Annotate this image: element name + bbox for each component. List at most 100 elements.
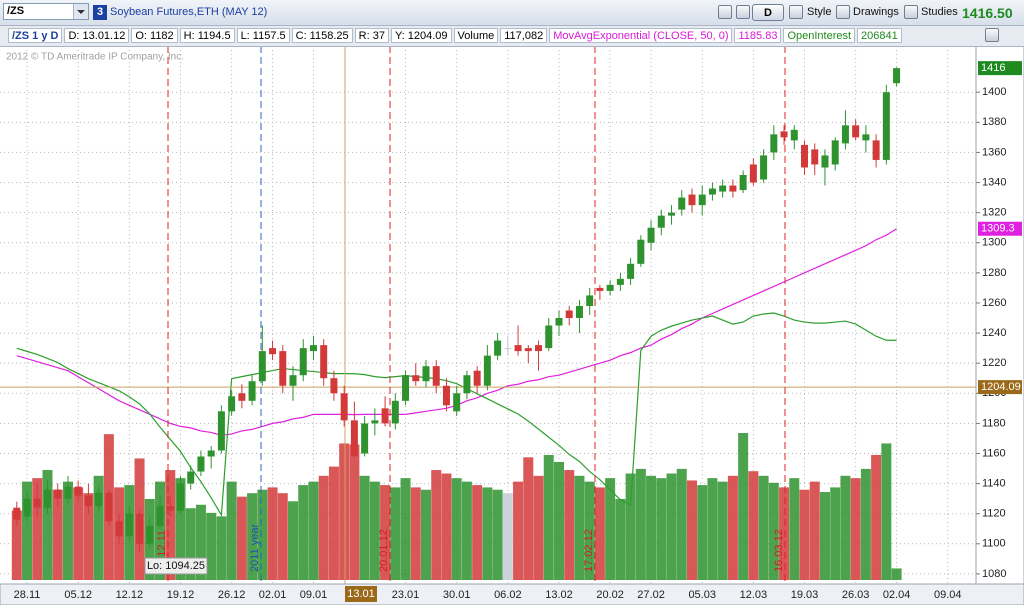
candle-body: [43, 489, 51, 508]
y-tick-label: 1260: [982, 297, 1006, 309]
candle-body: [739, 175, 747, 191]
info-symbol: /ZS 1 y D: [8, 28, 63, 43]
volume-bar: [676, 468, 687, 580]
volume-bar: [605, 478, 616, 580]
volume-bar: [83, 493, 94, 580]
x-tick-label: 05.12: [64, 589, 92, 601]
candle-body: [698, 194, 706, 206]
icon[interactable]: [985, 28, 999, 42]
info-ema: 1185.83: [734, 28, 782, 43]
volume-bar: [308, 481, 319, 580]
candle-body: [74, 486, 82, 496]
candle-body: [831, 140, 839, 165]
candle-body: [657, 215, 665, 228]
info-volume: 117,082: [500, 28, 548, 43]
candle-body: [483, 355, 491, 386]
candle-body: [64, 486, 72, 499]
candle-body: [156, 506, 164, 526]
candle-body: [627, 263, 635, 279]
candle-body: [136, 513, 144, 544]
volume-bar: [523, 457, 534, 580]
volume-bar: [339, 443, 350, 580]
volume-bar: [779, 487, 790, 580]
candle-body: [841, 125, 849, 144]
cursor-marker-box: [978, 380, 1022, 395]
candle-body: [361, 423, 369, 454]
dropdown[interactable]: [73, 4, 88, 19]
volume-bar: [328, 466, 339, 580]
volume-bar: [635, 468, 646, 580]
last-price: 1416.50: [962, 5, 1013, 21]
volume-bar: [410, 487, 421, 580]
volume-bar: [625, 473, 636, 580]
volume-bar: [738, 433, 749, 580]
y-tick-label: 1360: [982, 146, 1006, 158]
volume-bar: [42, 470, 53, 580]
volume-bar: [686, 480, 697, 580]
volume-bar: [789, 478, 800, 580]
volume-bar: [482, 487, 493, 580]
description: Soybean Futures,ETH (MAY 12): [110, 6, 268, 18]
icon[interactable]: [904, 5, 918, 19]
cursor-date-box: [345, 586, 377, 602]
icon[interactable]: [836, 5, 850, 19]
volume-bar: [850, 478, 861, 580]
candle-body: [258, 351, 266, 382]
link-badge[interactable]: 3: [93, 5, 107, 20]
volume-bar: [93, 475, 104, 580]
info-range: R: 37: [354, 28, 389, 43]
volume-bar: [758, 475, 769, 580]
icon[interactable]: [718, 5, 732, 19]
info-volume-label: Volume: [453, 28, 499, 43]
symbol-box[interactable]: /ZS: [3, 3, 89, 20]
candle-body: [504, 348, 512, 350]
volume-bar: [748, 471, 759, 580]
candle-body: [678, 197, 686, 210]
volume-bar: [666, 473, 677, 580]
volume-bar: [594, 487, 605, 580]
y-tick-label: 1120: [982, 508, 1006, 520]
candle-body: [852, 125, 860, 138]
y-tick-label: 1180: [982, 417, 1006, 429]
watermark: 2012 © TD Ameritrade IP Company, Inc.: [6, 52, 184, 63]
low-annotation: Lo: 1094.25: [147, 560, 205, 572]
y-tick-label: 1280: [982, 267, 1006, 279]
y-tick-label: 1100: [982, 538, 1006, 550]
candle-body: [586, 295, 594, 306]
candle-body: [565, 310, 573, 319]
candle-body: [248, 381, 256, 401]
x-tick-label: 19.12: [167, 589, 195, 601]
volume-bar: [267, 487, 278, 580]
x-tick-label: 02.01: [259, 589, 287, 601]
volume-bar: [247, 493, 258, 580]
volume-bar: [553, 461, 564, 580]
x-tick-label: 05.03: [688, 589, 716, 601]
drawings-button[interactable]: Drawings: [853, 6, 899, 18]
candle-body: [821, 155, 829, 168]
last-marker-box: [978, 61, 1022, 76]
candle-body: [146, 525, 154, 544]
plot-layer: 1080110011201140116011801200122012401260…: [0, 46, 1022, 602]
icon[interactable]: [789, 5, 803, 19]
volume-bar: [400, 478, 411, 580]
icon[interactable]: [736, 5, 750, 19]
style-button[interactable]: Style: [807, 6, 832, 18]
time-axis: [0, 583, 1024, 605]
y-tick-label: 1080: [982, 568, 1006, 580]
candle-body: [432, 366, 440, 386]
expiration-label: 17.02.12: [583, 529, 595, 572]
candle-body: [238, 393, 246, 401]
candle-body: [749, 164, 757, 183]
x-tick-label: 12.12: [116, 589, 144, 601]
aggregation-button[interactable]: D: [752, 4, 784, 21]
candle-body: [381, 408, 389, 424]
candle-body: [115, 521, 123, 537]
volume-bar: [502, 493, 513, 580]
volume-bar: [656, 478, 667, 580]
ema-marker-box: [978, 221, 1022, 236]
volume-bar: [809, 481, 820, 580]
candle-body: [882, 92, 890, 160]
candle-body: [760, 155, 768, 180]
studies-button[interactable]: Studies: [921, 6, 958, 18]
candle-body: [708, 188, 716, 195]
